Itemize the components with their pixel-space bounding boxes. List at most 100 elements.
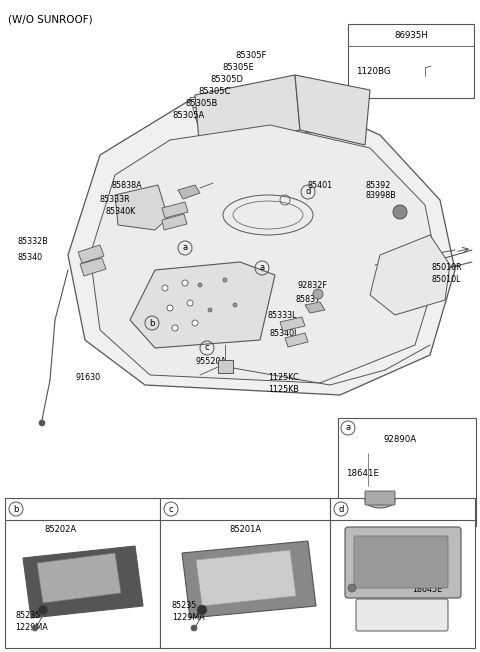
Text: 85010R: 85010R (432, 263, 463, 273)
Polygon shape (370, 235, 450, 315)
Polygon shape (37, 553, 121, 603)
Text: 85392: 85392 (365, 181, 390, 190)
Text: 85333L: 85333L (268, 310, 298, 319)
Circle shape (198, 283, 202, 287)
Bar (330, 498, 475, 648)
Polygon shape (196, 99, 304, 130)
Circle shape (182, 280, 188, 286)
Text: b: b (13, 505, 19, 514)
Polygon shape (280, 317, 305, 331)
Text: 85010L: 85010L (432, 276, 461, 284)
Text: 85305F: 85305F (235, 50, 266, 59)
Text: 85837: 85837 (295, 295, 320, 304)
Polygon shape (195, 75, 300, 152)
Text: 85838A: 85838A (112, 181, 143, 190)
Bar (338, 418, 476, 526)
FancyBboxPatch shape (365, 491, 395, 505)
Bar (5, 498, 160, 648)
Circle shape (197, 605, 207, 615)
Polygon shape (190, 78, 298, 108)
Circle shape (32, 625, 38, 631)
Text: a: a (346, 424, 350, 432)
Circle shape (187, 300, 193, 306)
Text: 86935H: 86935H (394, 31, 428, 40)
Polygon shape (193, 88, 301, 119)
Text: 95520A: 95520A (195, 357, 226, 366)
Polygon shape (115, 185, 168, 230)
Polygon shape (80, 258, 106, 276)
Ellipse shape (432, 73, 442, 79)
Circle shape (393, 205, 407, 219)
Polygon shape (162, 202, 188, 218)
Circle shape (348, 584, 356, 592)
Circle shape (38, 605, 48, 615)
FancyBboxPatch shape (345, 527, 461, 598)
Text: 91630: 91630 (75, 374, 100, 383)
Text: c: c (168, 505, 173, 514)
Polygon shape (23, 546, 143, 618)
Polygon shape (78, 245, 104, 263)
Circle shape (162, 285, 168, 291)
Text: c: c (204, 344, 209, 353)
Polygon shape (130, 262, 275, 348)
Text: 85305C: 85305C (198, 87, 230, 96)
Bar (218, 360, 233, 373)
Text: 1125KB: 1125KB (268, 385, 299, 394)
Circle shape (39, 420, 45, 426)
Circle shape (223, 278, 227, 282)
Text: 85235: 85235 (172, 602, 197, 610)
Text: (W/O SUNROOF): (W/O SUNROOF) (8, 14, 93, 24)
Polygon shape (178, 185, 200, 199)
FancyBboxPatch shape (356, 599, 448, 631)
Circle shape (191, 625, 197, 631)
Text: 85340K: 85340K (105, 207, 135, 216)
Polygon shape (205, 132, 313, 163)
Polygon shape (305, 302, 325, 313)
Text: 92832F: 92832F (298, 280, 328, 289)
Text: 85305B: 85305B (185, 100, 217, 108)
Text: 1229MA: 1229MA (15, 623, 48, 632)
Text: 85305D: 85305D (210, 76, 243, 85)
Text: 83998B: 83998B (365, 192, 396, 201)
Polygon shape (90, 125, 438, 383)
Text: 85305A: 85305A (172, 111, 204, 121)
Text: 18645E: 18645E (412, 585, 442, 595)
Polygon shape (162, 214, 187, 230)
Text: a: a (259, 263, 264, 273)
Polygon shape (68, 95, 455, 395)
Ellipse shape (365, 492, 395, 508)
Polygon shape (295, 75, 370, 145)
Polygon shape (199, 110, 307, 141)
Text: 1125KC: 1125KC (268, 374, 299, 383)
Text: 1229MA: 1229MA (172, 614, 205, 623)
Polygon shape (202, 121, 310, 152)
Polygon shape (285, 333, 308, 347)
Bar (348, 24, 474, 98)
Circle shape (208, 308, 212, 312)
Circle shape (233, 303, 237, 307)
Text: a: a (182, 243, 188, 252)
Text: b: b (149, 318, 155, 327)
Text: 18641E: 18641E (346, 469, 379, 477)
FancyBboxPatch shape (354, 536, 448, 588)
Text: 85401: 85401 (308, 181, 333, 190)
Text: 85305E: 85305E (222, 63, 254, 72)
Text: 85202A: 85202A (44, 526, 76, 535)
Text: 85333R: 85333R (100, 196, 131, 205)
Text: 85340J: 85340J (270, 329, 298, 338)
Text: 85340: 85340 (18, 252, 43, 261)
Text: 92890A: 92890A (383, 436, 416, 445)
Circle shape (192, 320, 198, 326)
Circle shape (167, 305, 173, 311)
Bar (160, 498, 330, 648)
Circle shape (313, 289, 323, 299)
Polygon shape (196, 550, 296, 606)
Text: 85235: 85235 (15, 612, 40, 621)
Text: d: d (305, 188, 311, 196)
Text: d: d (338, 505, 344, 514)
Text: 1120BG: 1120BG (356, 68, 391, 76)
Circle shape (172, 325, 178, 331)
Text: 85332B: 85332B (18, 237, 49, 246)
Polygon shape (182, 541, 316, 618)
Text: 85201A: 85201A (229, 526, 261, 535)
